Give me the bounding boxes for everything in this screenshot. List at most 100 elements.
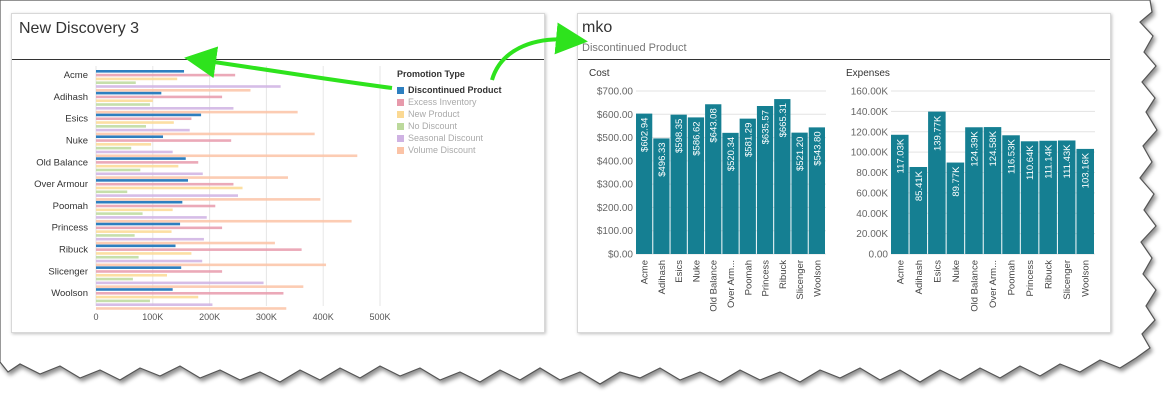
data-label: $602.94 — [640, 118, 651, 152]
bar — [636, 113, 653, 255]
y-tick-label: 40.00K — [856, 209, 888, 220]
legend-label: Volume Discount — [408, 145, 476, 155]
bar-excess-inventory — [96, 139, 232, 142]
bar — [928, 111, 946, 254]
legend-label: New Product — [408, 109, 460, 119]
bar-new-product — [96, 273, 167, 277]
bar-excess-inventory — [96, 248, 302, 251]
bar-volume-discount — [96, 132, 315, 136]
bar-new-product — [96, 295, 199, 299]
category-label: Nuke — [951, 260, 962, 282]
bar — [739, 118, 756, 254]
bar-excess-inventory — [96, 161, 199, 164]
y-tick-label: $300.00 — [597, 180, 634, 191]
category-label: Over Armour — [34, 179, 88, 190]
legend-item[interactable]: Volume Discount — [397, 144, 502, 156]
right-panel-subtitle: Discontinued Product — [582, 42, 687, 54]
bar-seasonal-discount — [96, 128, 190, 132]
bar-no-discount — [96, 146, 132, 150]
bar-discontinued-product — [96, 70, 185, 73]
category-label: Slicenger — [48, 266, 88, 277]
data-label: $635.57 — [761, 110, 772, 144]
right-panel-divider — [578, 59, 1110, 60]
bar-seasonal-discount — [96, 237, 204, 241]
bar — [791, 132, 808, 254]
bar-excess-inventory — [96, 270, 223, 273]
bar-excess-inventory — [96, 73, 236, 77]
bar-excess-inventory — [96, 226, 223, 230]
category-label: Woolson — [1081, 260, 1092, 297]
category-label: Esics — [674, 260, 685, 283]
bar-seasonal-discount — [96, 281, 264, 285]
bar-seasonal-discount — [96, 216, 207, 219]
data-label: $598.35 — [674, 119, 685, 153]
bar-no-discount — [96, 255, 139, 259]
category-label: Ribuck — [1044, 260, 1055, 289]
legend-swatch — [397, 146, 404, 154]
bar-volume-discount — [96, 198, 321, 201]
category-label: Princess — [1025, 260, 1036, 297]
y-tick-label: 80.00K — [856, 168, 888, 179]
legend: Promotion Type Discontinued Product Exces… — [397, 69, 502, 156]
bar-no-discount — [96, 125, 146, 128]
data-label: 124.39K — [969, 131, 980, 167]
category-label: Old Balance — [36, 157, 88, 168]
legend-item[interactable]: Seasonal Discount — [397, 132, 502, 144]
data-label: 110.64K — [1025, 145, 1036, 180]
y-tick-label: 20.00K — [856, 229, 888, 240]
bar — [774, 99, 791, 254]
bar-new-product — [96, 77, 178, 81]
category-label: Woolson — [51, 288, 88, 299]
x-tick-label: 200K — [199, 312, 220, 322]
y-tick-label: $500.00 — [597, 133, 634, 144]
category-label: Old Balance — [709, 260, 720, 312]
bar-discontinued-product — [96, 222, 181, 226]
bar-new-product — [96, 252, 192, 255]
bar-no-discount — [96, 190, 128, 194]
category-label: Poomah — [1007, 260, 1018, 295]
bar-new-product — [96, 121, 174, 124]
bar-seasonal-discount — [96, 259, 203, 263]
category-label: Ribuck — [778, 260, 789, 289]
bar — [1076, 148, 1094, 254]
y-tick-label: 100.00K — [851, 148, 889, 159]
bar-no-discount — [96, 103, 150, 106]
bar-discontinued-product — [96, 157, 186, 160]
data-label: 117.03K — [895, 138, 906, 173]
legend-label: No Discount — [408, 121, 458, 131]
bar — [670, 114, 687, 255]
bar-seasonal-discount — [96, 303, 213, 306]
legend-item[interactable]: New Product — [397, 108, 502, 120]
data-label: 89.77K — [951, 166, 962, 197]
legend-label: Discontinued Product — [408, 85, 502, 95]
bar-new-product — [96, 208, 173, 212]
bar-discontinued-product — [96, 135, 164, 139]
bar — [891, 134, 909, 254]
bar — [1057, 140, 1076, 254]
legend-item[interactable]: Discontinued Product — [397, 84, 502, 96]
legend-item[interactable]: Excess Inventory — [397, 96, 502, 108]
category-label: Esics — [65, 114, 88, 125]
data-label: $586.62 — [691, 121, 702, 155]
category-label: Poomah — [743, 260, 754, 295]
category-label: Acme — [640, 260, 651, 284]
data-label: $543.80 — [812, 131, 823, 165]
legend-item[interactable]: No Discount — [397, 120, 502, 132]
category-label: Princess — [52, 223, 89, 234]
left-discovery-panel: New Discovery 3 0 100K 200K 300K 400K 500K Acm… — [11, 13, 545, 333]
legend-swatch — [397, 134, 404, 142]
bar-volume-discount — [96, 110, 298, 114]
legend-swatch — [397, 122, 404, 130]
legend-title: Promotion Type — [397, 69, 465, 79]
bar — [946, 162, 965, 254]
data-label: 124.58K — [988, 130, 999, 166]
y-tick-label: $200.00 — [597, 203, 634, 214]
y-tick-label: $700.00 — [597, 87, 634, 98]
right-mko-panel: mko Discontinued Product Cost Expenses $… — [577, 13, 1111, 333]
bar — [909, 166, 928, 254]
category-label: Ribuck — [59, 245, 88, 256]
bar — [687, 117, 705, 255]
legend-label: Excess Inventory — [408, 97, 477, 107]
bar-volume-discount — [96, 241, 275, 245]
bar — [653, 138, 670, 254]
